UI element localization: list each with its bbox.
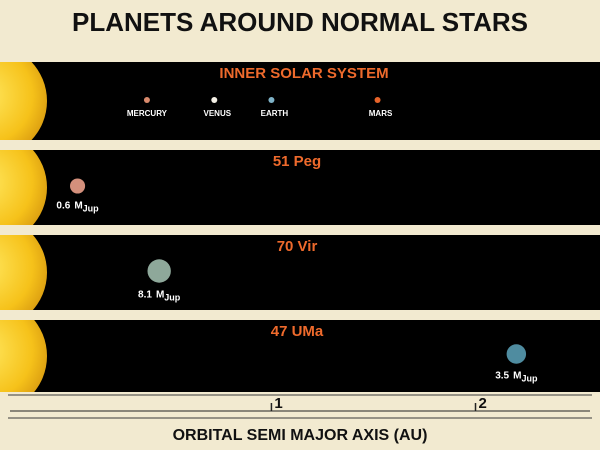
panel: INNER SOLAR SYSTEM MERCURY VENUS EARTH MARS xyxy=(0,62,600,140)
planet xyxy=(147,259,171,283)
mass-unit: M xyxy=(74,200,82,211)
star xyxy=(0,62,47,140)
planet xyxy=(506,344,527,364)
title: PLANETS AROUND NORMAL STARS xyxy=(72,7,528,37)
mass-value: 3.5 xyxy=(495,370,509,381)
panel-title: INNER SOLAR SYSTEM xyxy=(219,65,388,82)
panel-title: 70 Vir xyxy=(277,238,318,255)
mass-sub: Jup xyxy=(521,374,538,384)
panel: 51 Peg 0.6 MJup xyxy=(0,150,600,225)
planet-name: MERCURY xyxy=(127,109,168,118)
panel: 70 Vir 8.1 MJup xyxy=(0,235,600,310)
mass-sub: Jup xyxy=(164,293,181,303)
panel-title: 51 Peg xyxy=(273,153,321,170)
mass-unit: M xyxy=(156,289,164,300)
mass-unit: M xyxy=(513,370,521,381)
planet xyxy=(374,97,381,103)
mass-value: 8.1 xyxy=(138,289,152,300)
planet-name: VENUS xyxy=(204,109,232,118)
panel-bg xyxy=(0,320,600,392)
mass-label: 8.1 MJup xyxy=(138,289,181,303)
planet xyxy=(143,97,150,103)
planet xyxy=(211,97,218,103)
planet xyxy=(70,178,86,194)
axis-label: ORBITAL SEMI MAJOR AXIS (AU) xyxy=(173,427,428,444)
panel: 47 UMa 3.5 MJup xyxy=(0,320,600,392)
star xyxy=(0,150,47,225)
mass-sub: Jup xyxy=(83,204,100,214)
panel-bg xyxy=(0,150,600,225)
tick-label: 1 xyxy=(274,395,282,412)
star xyxy=(0,235,47,310)
panel-title: 47 UMa xyxy=(271,323,324,340)
mass-label: 0.6 MJup xyxy=(56,200,99,214)
panel-bg xyxy=(0,62,600,140)
mass-label: 3.5 MJup xyxy=(495,370,538,384)
panel-bg xyxy=(0,235,600,310)
tick-label: 2 xyxy=(479,395,487,412)
mass-value: 0.6 xyxy=(56,200,70,211)
planet-name: EARTH xyxy=(261,109,289,118)
planet xyxy=(268,97,275,103)
planet-name: MARS xyxy=(369,109,393,118)
star xyxy=(0,320,47,392)
